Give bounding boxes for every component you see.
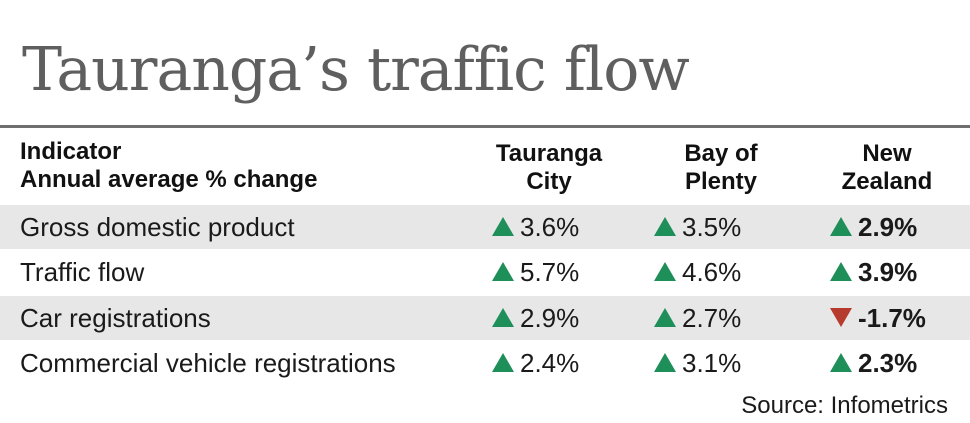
value-text: 3.6% [520, 212, 580, 242]
header-tauranga-city: Tauranga City [474, 140, 624, 196]
value-cell: 5.7% [492, 250, 579, 294]
value-text: 2.9% [858, 212, 918, 242]
value-text: 3.1% [682, 348, 742, 378]
value-text: 2.4% [520, 348, 580, 378]
header-col-line1: Tauranga [495, 140, 603, 167]
triangle-up-icon [492, 261, 514, 281]
row-label: Car registrations [20, 303, 211, 333]
table-row: Traffic flow 5.7% 4.6% 3.9% [0, 250, 970, 294]
value-cell: 2.9% [492, 296, 579, 340]
header-indicator-line2: Annual average % change [20, 166, 318, 193]
header-col-line1: Bay of [684, 140, 758, 167]
header-bay-of-plenty: Bay of Plenty [646, 140, 796, 196]
title-rule [0, 125, 970, 128]
value-text: -1.7% [858, 303, 926, 333]
value-text: 3.9% [858, 257, 918, 287]
value-text: 2.3% [858, 348, 918, 378]
triangle-up-icon [492, 352, 514, 372]
header-new-zealand: New Zealand [812, 140, 962, 196]
value-cell: 3.9% [830, 250, 917, 294]
table-row: Gross domestic product 3.6% 3.5% 2.9% [0, 205, 970, 249]
header-col-line2: Plenty [684, 168, 758, 195]
triangle-down-icon [830, 307, 852, 327]
value-cell: 3.6% [492, 205, 579, 249]
triangle-up-icon [492, 307, 514, 327]
row-label: Gross domestic product [20, 212, 295, 242]
value-cell: 2.9% [830, 205, 917, 249]
value-text: 2.9% [520, 303, 580, 333]
header-indicator-line1: Indicator [20, 138, 122, 165]
value-cell: 2.4% [492, 341, 579, 385]
row-label: Commercial vehicle registrations [20, 348, 396, 378]
value-cell: 2.3% [830, 341, 917, 385]
table-row: Car registrations 2.9% 2.7% -1.7% [0, 296, 970, 340]
value-text: 3.5% [682, 212, 742, 242]
triangle-up-icon [830, 352, 852, 372]
triangle-up-icon [492, 216, 514, 236]
header-col-line2: Zealand [841, 168, 933, 195]
value-cell: 2.7% [654, 296, 741, 340]
header-col-line2: City [526, 168, 572, 195]
header-indicator: Indicator Annual average % change [20, 138, 317, 194]
triangle-up-icon [654, 307, 676, 327]
value-text: 5.7% [520, 257, 580, 287]
source-note: Source: Infometrics [741, 392, 948, 419]
value-cell: -1.7% [830, 296, 926, 340]
value-cell: 4.6% [654, 250, 741, 294]
table-row: Commercial vehicle registrations 2.4% 3.1%… [0, 341, 970, 385]
chart-title: Tauranga’s traffic flow [22, 35, 690, 105]
triangle-up-icon [654, 261, 676, 281]
value-cell: 3.1% [654, 341, 741, 385]
triangle-up-icon [654, 216, 676, 236]
row-label: Traffic flow [20, 257, 145, 287]
triangle-up-icon [654, 352, 676, 372]
value-text: 4.6% [682, 257, 742, 287]
header-col-line1: New [862, 140, 912, 167]
value-cell: 3.5% [654, 205, 741, 249]
triangle-up-icon [830, 216, 852, 236]
triangle-up-icon [830, 261, 852, 281]
value-text: 2.7% [682, 303, 742, 333]
